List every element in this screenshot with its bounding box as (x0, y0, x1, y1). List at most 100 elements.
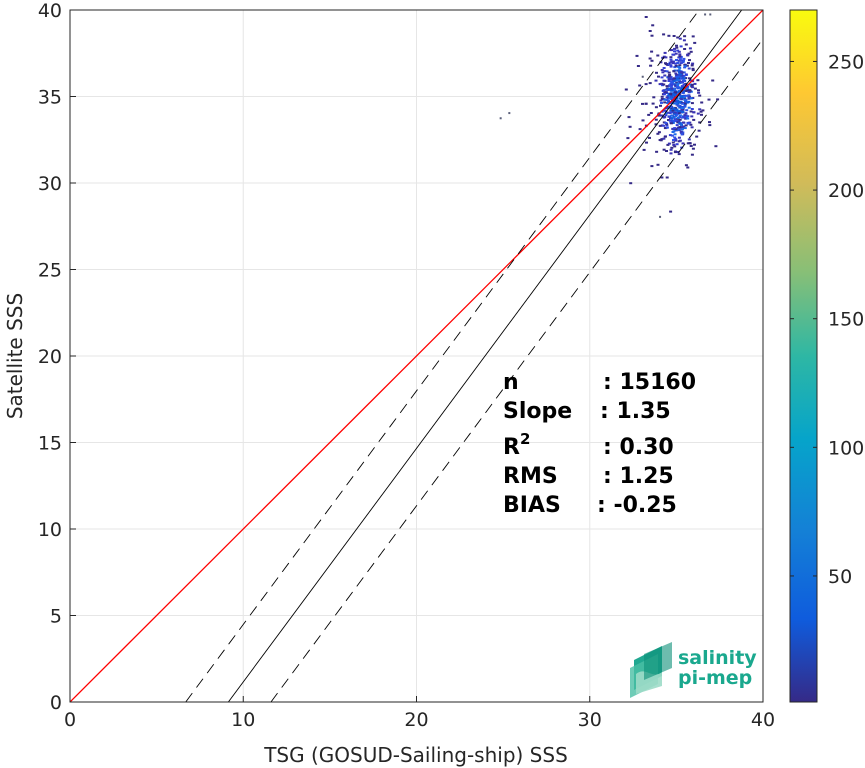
density-cell (683, 95, 687, 98)
density-cell (672, 107, 676, 110)
density-cell (660, 98, 664, 100)
y-axis-label: Satellite SSS (3, 293, 27, 419)
y-tick-label: 5 (50, 606, 62, 628)
density-cell (674, 64, 678, 67)
density-cell (648, 82, 652, 85)
y-tick-label: 20 (38, 346, 62, 368)
density-cell (682, 75, 686, 77)
density-cell (672, 77, 676, 80)
density-cell (676, 86, 680, 88)
density-cell (671, 53, 675, 56)
x-tick-label: 40 (751, 709, 775, 731)
density-cell (673, 47, 676, 50)
density-cell (695, 135, 699, 138)
density-cell (673, 79, 677, 81)
density-cell (672, 116, 676, 119)
density-cell (641, 75, 644, 78)
density-cell (627, 116, 631, 119)
density-cell (662, 93, 666, 96)
density-cell (700, 113, 703, 116)
density-cell (680, 86, 684, 89)
density-cell (691, 147, 695, 150)
density-cell (650, 34, 654, 37)
density-cell (660, 138, 664, 141)
density-cell (671, 141, 675, 144)
density-cell (679, 56, 683, 59)
density-cell (684, 102, 688, 105)
density-cell (663, 51, 667, 54)
stat-label: BIAS (503, 493, 561, 518)
density-cell (626, 137, 630, 140)
density-cell (674, 108, 678, 111)
density-cell (681, 61, 685, 64)
density-cell (635, 54, 639, 57)
density-cell (677, 90, 681, 93)
density-cell (668, 134, 672, 137)
density-cell (670, 83, 674, 86)
density-cell (693, 143, 696, 146)
stat-value: : 0.30 (603, 435, 674, 460)
density-cell (656, 54, 660, 57)
density-cell (669, 65, 673, 68)
density-cell (676, 117, 680, 120)
density-cell (684, 90, 688, 92)
density-cell (655, 150, 659, 153)
density-cell (665, 70, 669, 73)
density-cell (685, 109, 689, 112)
density-cell (650, 59, 654, 62)
density-cell (683, 98, 687, 101)
density-cell (669, 85, 673, 88)
density-cell (664, 112, 668, 115)
density-cell (682, 90, 686, 93)
density-cell (669, 58, 673, 61)
stat-label: n (503, 370, 519, 395)
density-cell (673, 100, 677, 103)
density-cell (680, 74, 684, 77)
stats-box: n: 15160 Slope: 1.35 R2: 0.30 RMS: 1.25 BIAS… (503, 370, 696, 518)
density-cell (679, 130, 683, 133)
density-cell (654, 106, 658, 109)
density-cell (673, 151, 677, 154)
density-cell (677, 50, 681, 53)
density-cell (649, 64, 653, 67)
density-cell (665, 124, 669, 127)
density-cell (672, 70, 676, 73)
density-cell (499, 117, 502, 120)
density-cell (681, 142, 685, 145)
density-cell (687, 95, 691, 98)
logo-line-1: salinity (678, 647, 757, 669)
density-cell (638, 128, 642, 131)
x-tick-label: 20 (404, 709, 428, 731)
density-cell (688, 142, 692, 145)
density-cell (686, 142, 690, 145)
stat-label: R2 (503, 430, 530, 460)
density-cell (680, 107, 684, 109)
density-cell (684, 43, 688, 46)
density-cell (684, 77, 688, 80)
density-cell (683, 63, 687, 66)
x-axis-ticks: 0 10 20 30 40 (64, 696, 775, 731)
density-cell (677, 153, 681, 156)
density-cell (636, 65, 640, 67)
density-cell (689, 123, 693, 126)
density-cell (662, 79, 666, 82)
density-cell (678, 139, 682, 142)
density-cell (667, 115, 671, 118)
density-cell (662, 55, 666, 58)
density-cell (676, 36, 680, 39)
density-cell (672, 139, 675, 141)
density-cell (663, 74, 667, 77)
density-cell (690, 64, 694, 67)
density-cell (669, 93, 673, 95)
density-cell (671, 131, 675, 133)
density-cell (688, 47, 692, 50)
density-cell (677, 59, 681, 62)
density-cell (682, 77, 686, 80)
density-cell (680, 128, 684, 131)
density-cell (658, 83, 662, 86)
colorbar-ticks: 50 100 150 200 250 (790, 51, 864, 588)
density-cell (662, 121, 666, 124)
density-cell (673, 118, 677, 121)
density-cell (659, 61, 663, 64)
density-cell (677, 120, 681, 123)
